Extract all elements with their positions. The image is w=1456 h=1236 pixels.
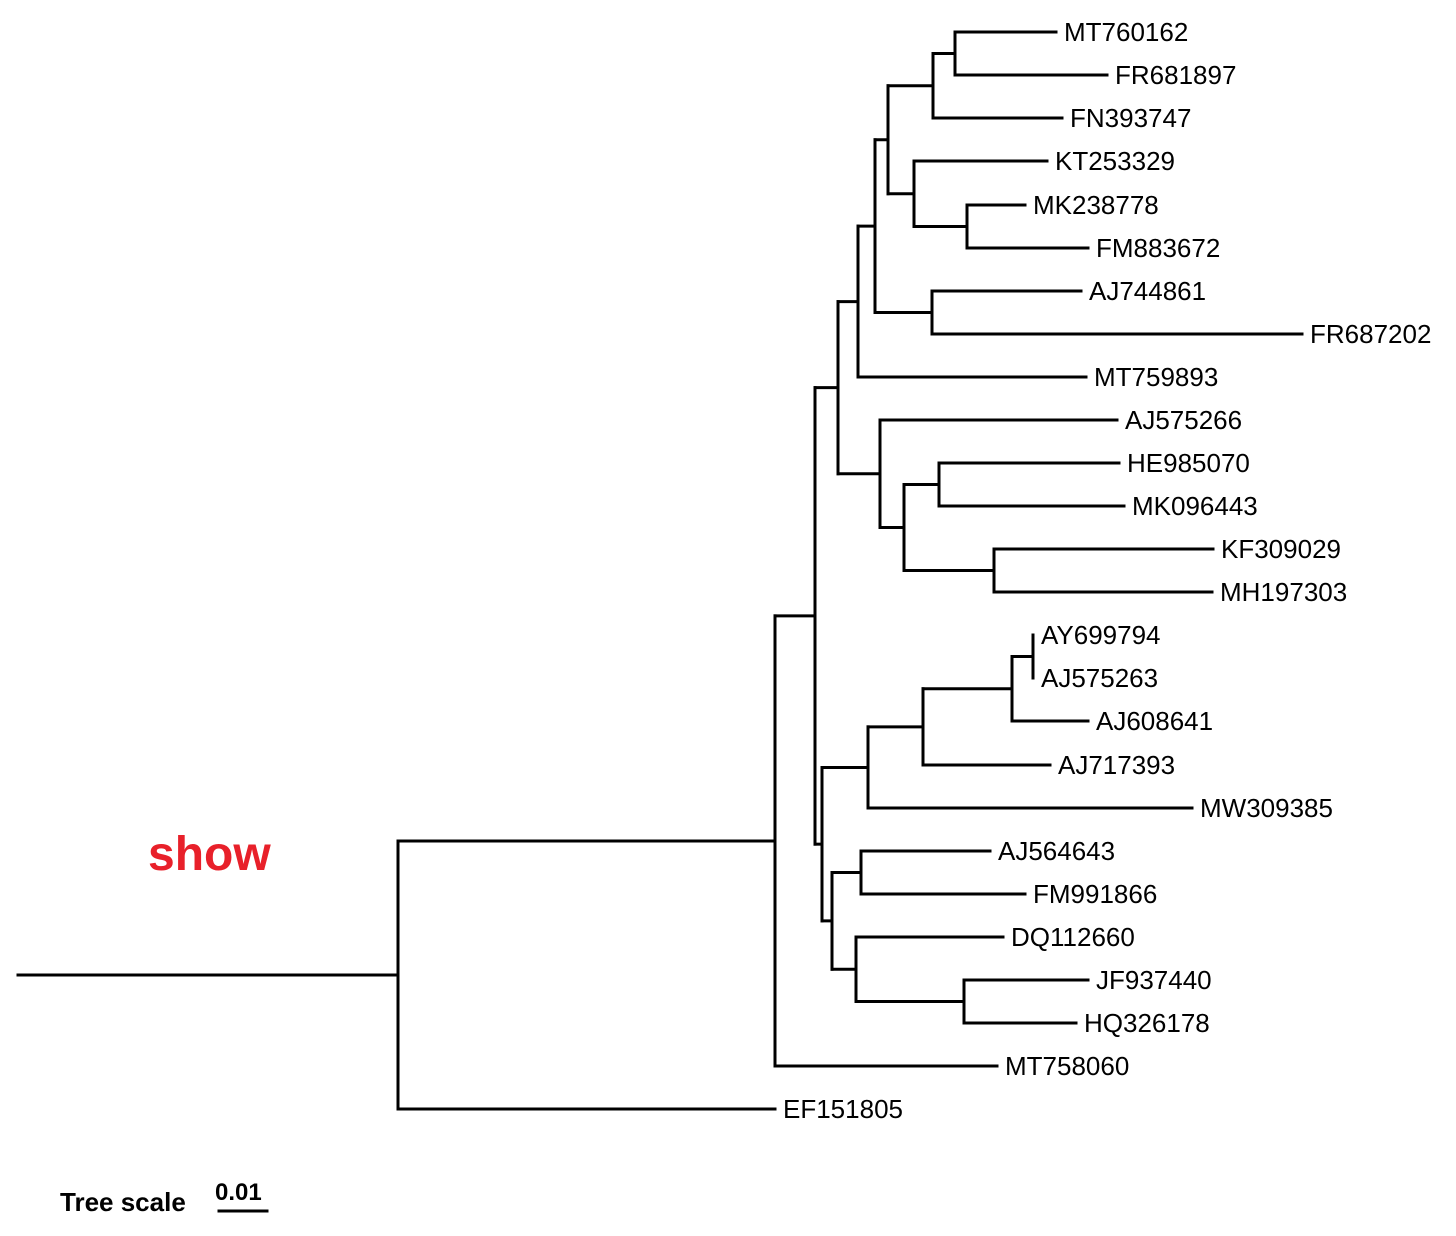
leaf-label: AJ744861 <box>1089 276 1206 306</box>
overlay-label: show <box>148 828 271 881</box>
leaf-label: DQ112660 <box>1011 922 1135 952</box>
leaf-label: EF151805 <box>783 1094 903 1124</box>
tree-scale-value: 0.01 <box>215 1179 262 1206</box>
leaf-label: FN393747 <box>1070 103 1191 133</box>
leaf-label: MT759893 <box>1094 362 1218 392</box>
leaf-label: MK238778 <box>1033 190 1159 220</box>
leaf-label: FM991866 <box>1033 879 1157 909</box>
leaf-label: MK096443 <box>1132 491 1258 521</box>
leaf-label: MH197303 <box>1220 577 1347 607</box>
leaf-label: HQ326178 <box>1084 1008 1210 1038</box>
leaf-label: AJ717393 <box>1058 750 1175 780</box>
leaf-label: JF937440 <box>1096 965 1212 995</box>
tree-branches <box>16 30 1304 1111</box>
leaf-label: FM883672 <box>1096 233 1220 263</box>
leaf-label: KT253329 <box>1055 146 1175 176</box>
leaf-label: FR687202 <box>1310 319 1431 349</box>
leaf-label: MT758060 <box>1005 1051 1129 1081</box>
leaf-label: MW309385 <box>1200 793 1333 823</box>
leaf-label: HE985070 <box>1127 448 1250 478</box>
leaf-label: KF309029 <box>1221 534 1341 564</box>
leaf-label: AJ608641 <box>1096 706 1213 736</box>
leaf-label: FR681897 <box>1115 60 1236 90</box>
leaf-label: AJ564643 <box>998 836 1115 866</box>
leaf-labels: MT760162 FR681897 FN393747 KT253329 MK238778… <box>783 17 1431 1124</box>
leaf-label: AJ575266 <box>1125 405 1242 435</box>
tree-scale-title: Tree scale <box>60 1187 186 1217</box>
leaf-label: AY699794 <box>1041 620 1161 650</box>
leaf-label: AJ575263 <box>1041 663 1158 693</box>
leaf-label: MT760162 <box>1064 17 1188 47</box>
